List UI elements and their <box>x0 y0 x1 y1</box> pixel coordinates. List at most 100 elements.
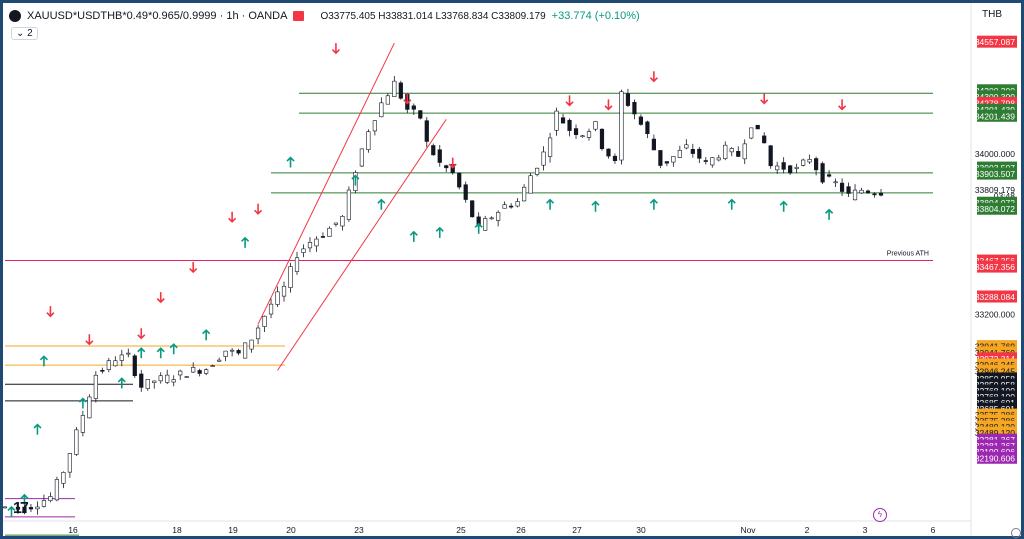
candle-body <box>859 189 864 194</box>
candle-body <box>483 218 488 231</box>
candle-body <box>197 370 202 374</box>
down-arrow-icon <box>838 99 847 111</box>
candle-body <box>703 160 708 162</box>
down-arrow-icon <box>403 93 412 105</box>
x-tick-label: 19 <box>228 525 238 535</box>
candle-body <box>333 222 339 225</box>
candle-body <box>61 472 66 484</box>
price-label-box <box>977 202 1017 215</box>
ohlc-values: O33775.405 H33831.014 L33768.834 C33809.… <box>320 10 546 22</box>
candle-body <box>820 163 825 183</box>
down-arrow-icon <box>331 43 340 55</box>
up-arrow-icon <box>202 329 211 341</box>
gear-icon[interactable] <box>1011 528 1021 538</box>
candle-body <box>411 105 416 110</box>
candle-body <box>191 367 196 373</box>
candle-body <box>554 110 559 131</box>
price-label: 33288.084 <box>975 292 1015 302</box>
candle-body <box>852 189 858 201</box>
up-arrow-icon <box>727 198 736 210</box>
candle-body <box>288 266 293 288</box>
down-arrow-icon <box>189 262 198 274</box>
indicator-toggle[interactable]: ⌄ 2 <box>11 27 38 40</box>
candle-body <box>100 370 105 372</box>
down-arrow-icon <box>46 306 55 318</box>
symbol-logo-icon <box>9 10 21 22</box>
price-label-box <box>977 290 1017 303</box>
candle-body <box>307 242 313 249</box>
candle-body <box>619 91 624 161</box>
candle-body <box>35 506 40 510</box>
candle-body <box>424 120 429 142</box>
up-arrow-icon <box>435 226 444 238</box>
up-arrow-icon <box>286 156 295 168</box>
candle-body <box>749 127 754 139</box>
up-arrow-icon <box>137 347 146 359</box>
up-arrow-icon <box>156 347 165 359</box>
flag-icon[interactable] <box>293 11 305 21</box>
symbol-header[interactable]: XAUUSD*USDTHB*0.49*0.965/0.9999 · 1h · O… <box>9 9 640 23</box>
price-label: 32190.606 <box>975 453 1015 463</box>
candle-body <box>664 161 669 164</box>
candle-body <box>249 339 254 350</box>
candle-body <box>496 212 501 221</box>
candle-body <box>463 184 468 200</box>
candle-body <box>139 373 144 388</box>
candle-body <box>80 415 85 433</box>
candle-body <box>372 120 377 132</box>
x-tick-label: Nov <box>740 525 756 535</box>
candle-body <box>346 189 352 220</box>
candle-body <box>625 93 631 106</box>
candle-body <box>119 354 124 361</box>
candle-body <box>684 144 689 149</box>
price-label-box <box>977 109 1017 122</box>
candle-body <box>612 155 618 162</box>
candle-body <box>742 143 747 160</box>
candle-body <box>184 376 189 378</box>
up-arrow-icon <box>474 222 483 234</box>
channel-upper-line <box>257 42 395 325</box>
down-arrow-icon <box>604 99 613 111</box>
price-label-box <box>977 451 1017 464</box>
candle-body <box>781 162 786 170</box>
up-arrow-icon <box>649 198 658 210</box>
level-label: Previous ATH <box>887 250 929 257</box>
price-label: 34300.300 <box>975 92 1015 102</box>
candle-body <box>872 193 877 196</box>
x-tick-label: 20 <box>286 525 296 535</box>
down-arrow-icon <box>85 334 94 346</box>
candle-body <box>729 148 734 153</box>
currency-label[interactable]: THB <box>982 9 1002 20</box>
candle-body <box>645 121 650 135</box>
candle-body <box>826 174 832 177</box>
candle-body <box>801 159 806 166</box>
candle-body <box>158 375 163 382</box>
candle-body <box>145 379 150 389</box>
candle-body <box>28 507 34 510</box>
price-label: 34000.000 <box>975 149 1015 159</box>
candle-body <box>385 95 390 105</box>
candle-body <box>547 137 553 157</box>
candle-body <box>586 131 592 138</box>
candle-body <box>262 315 267 327</box>
candle-body <box>651 138 656 151</box>
lightning-icon[interactable]: ϟ <box>873 508 887 522</box>
candle-body <box>126 352 131 355</box>
x-tick-label: 27 <box>572 525 582 535</box>
candle-body <box>814 158 819 171</box>
price-label-box <box>977 260 1017 273</box>
down-arrow-icon <box>228 211 237 223</box>
candle-body <box>301 248 306 253</box>
candle-body <box>515 201 520 207</box>
price-label: 33200.000 <box>975 310 1015 320</box>
up-arrow-icon <box>7 505 16 517</box>
candle-body <box>48 496 53 501</box>
up-arrow-icon <box>20 493 29 505</box>
candle-body <box>3 506 8 509</box>
price-label: 33903.507 <box>975 169 1015 179</box>
candle-body <box>573 128 579 135</box>
tradingview-logo: 17 <box>13 500 29 517</box>
up-arrow-icon <box>39 355 48 367</box>
